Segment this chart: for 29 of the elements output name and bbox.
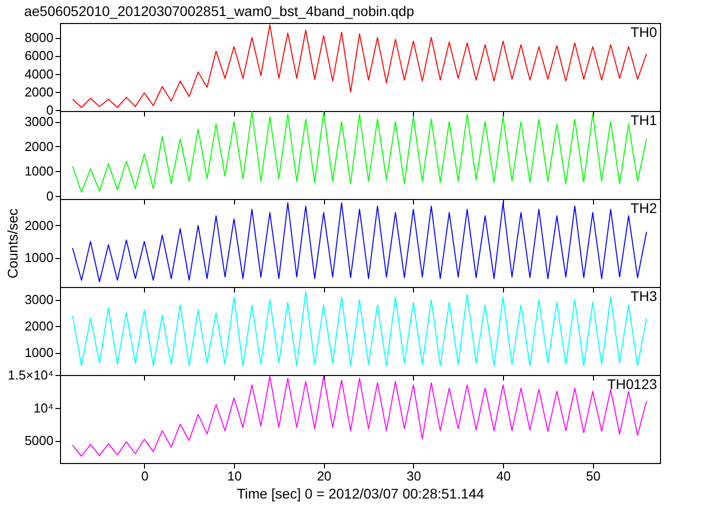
y-axis-title: Counts/sec (4, 208, 21, 279)
series-label: TH0123 (607, 376, 658, 392)
x-tick-label: 10 (227, 468, 242, 484)
series-label: TH3 (630, 288, 658, 304)
y-tick-label: 4000 (24, 66, 54, 82)
x-tick-label: 0 (141, 468, 148, 484)
y-tick-label: 10⁴ (33, 400, 54, 416)
y-tick-label: 6000 (24, 48, 54, 64)
y-tick-label: 1000 (24, 164, 54, 179)
y-tick-label: 1000 (24, 345, 54, 360)
x-tick-label: 30 (406, 468, 422, 484)
y-tick-label: 5000 (24, 433, 54, 448)
y-tick-label: 8000 (24, 30, 54, 46)
y-tick-label: 1.5×10⁴ (8, 368, 54, 382)
y-tick-label: 1000 (24, 250, 54, 266)
series-label: TH0 (630, 24, 658, 40)
y-tick-label: 2000 (24, 84, 54, 100)
series-label: TH1 (630, 112, 658, 128)
y-tick-label: 2000 (24, 318, 54, 334)
x-tick-label: 50 (586, 468, 600, 484)
y-tick-label: 3000 (24, 292, 54, 308)
chart-title: ae506052010_20120307002851_wam0_bst_4band_nobin.qdp (24, 3, 414, 19)
y-tick-label: 0 (46, 188, 54, 204)
y-tick-label: 2000 (24, 138, 54, 154)
y-tick-label: 2000 (24, 218, 54, 233)
series-label: TH2 (630, 200, 658, 216)
x-tick-label: 40 (496, 468, 511, 484)
x-axis-title: Time [sec] 0 = 2012/03/07 00:28:51.144 (236, 486, 484, 502)
x-tick-label: 20 (316, 468, 332, 484)
